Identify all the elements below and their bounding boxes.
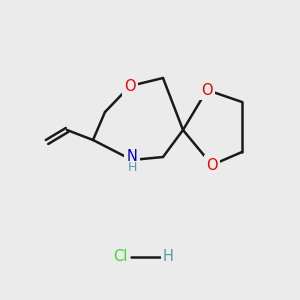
Text: H: H xyxy=(163,249,174,264)
Text: H: H xyxy=(127,161,137,174)
Text: O: O xyxy=(124,79,136,94)
Text: Cl: Cl xyxy=(113,249,127,264)
Text: N: N xyxy=(127,149,137,164)
Text: O: O xyxy=(206,158,218,172)
Text: O: O xyxy=(201,82,213,98)
